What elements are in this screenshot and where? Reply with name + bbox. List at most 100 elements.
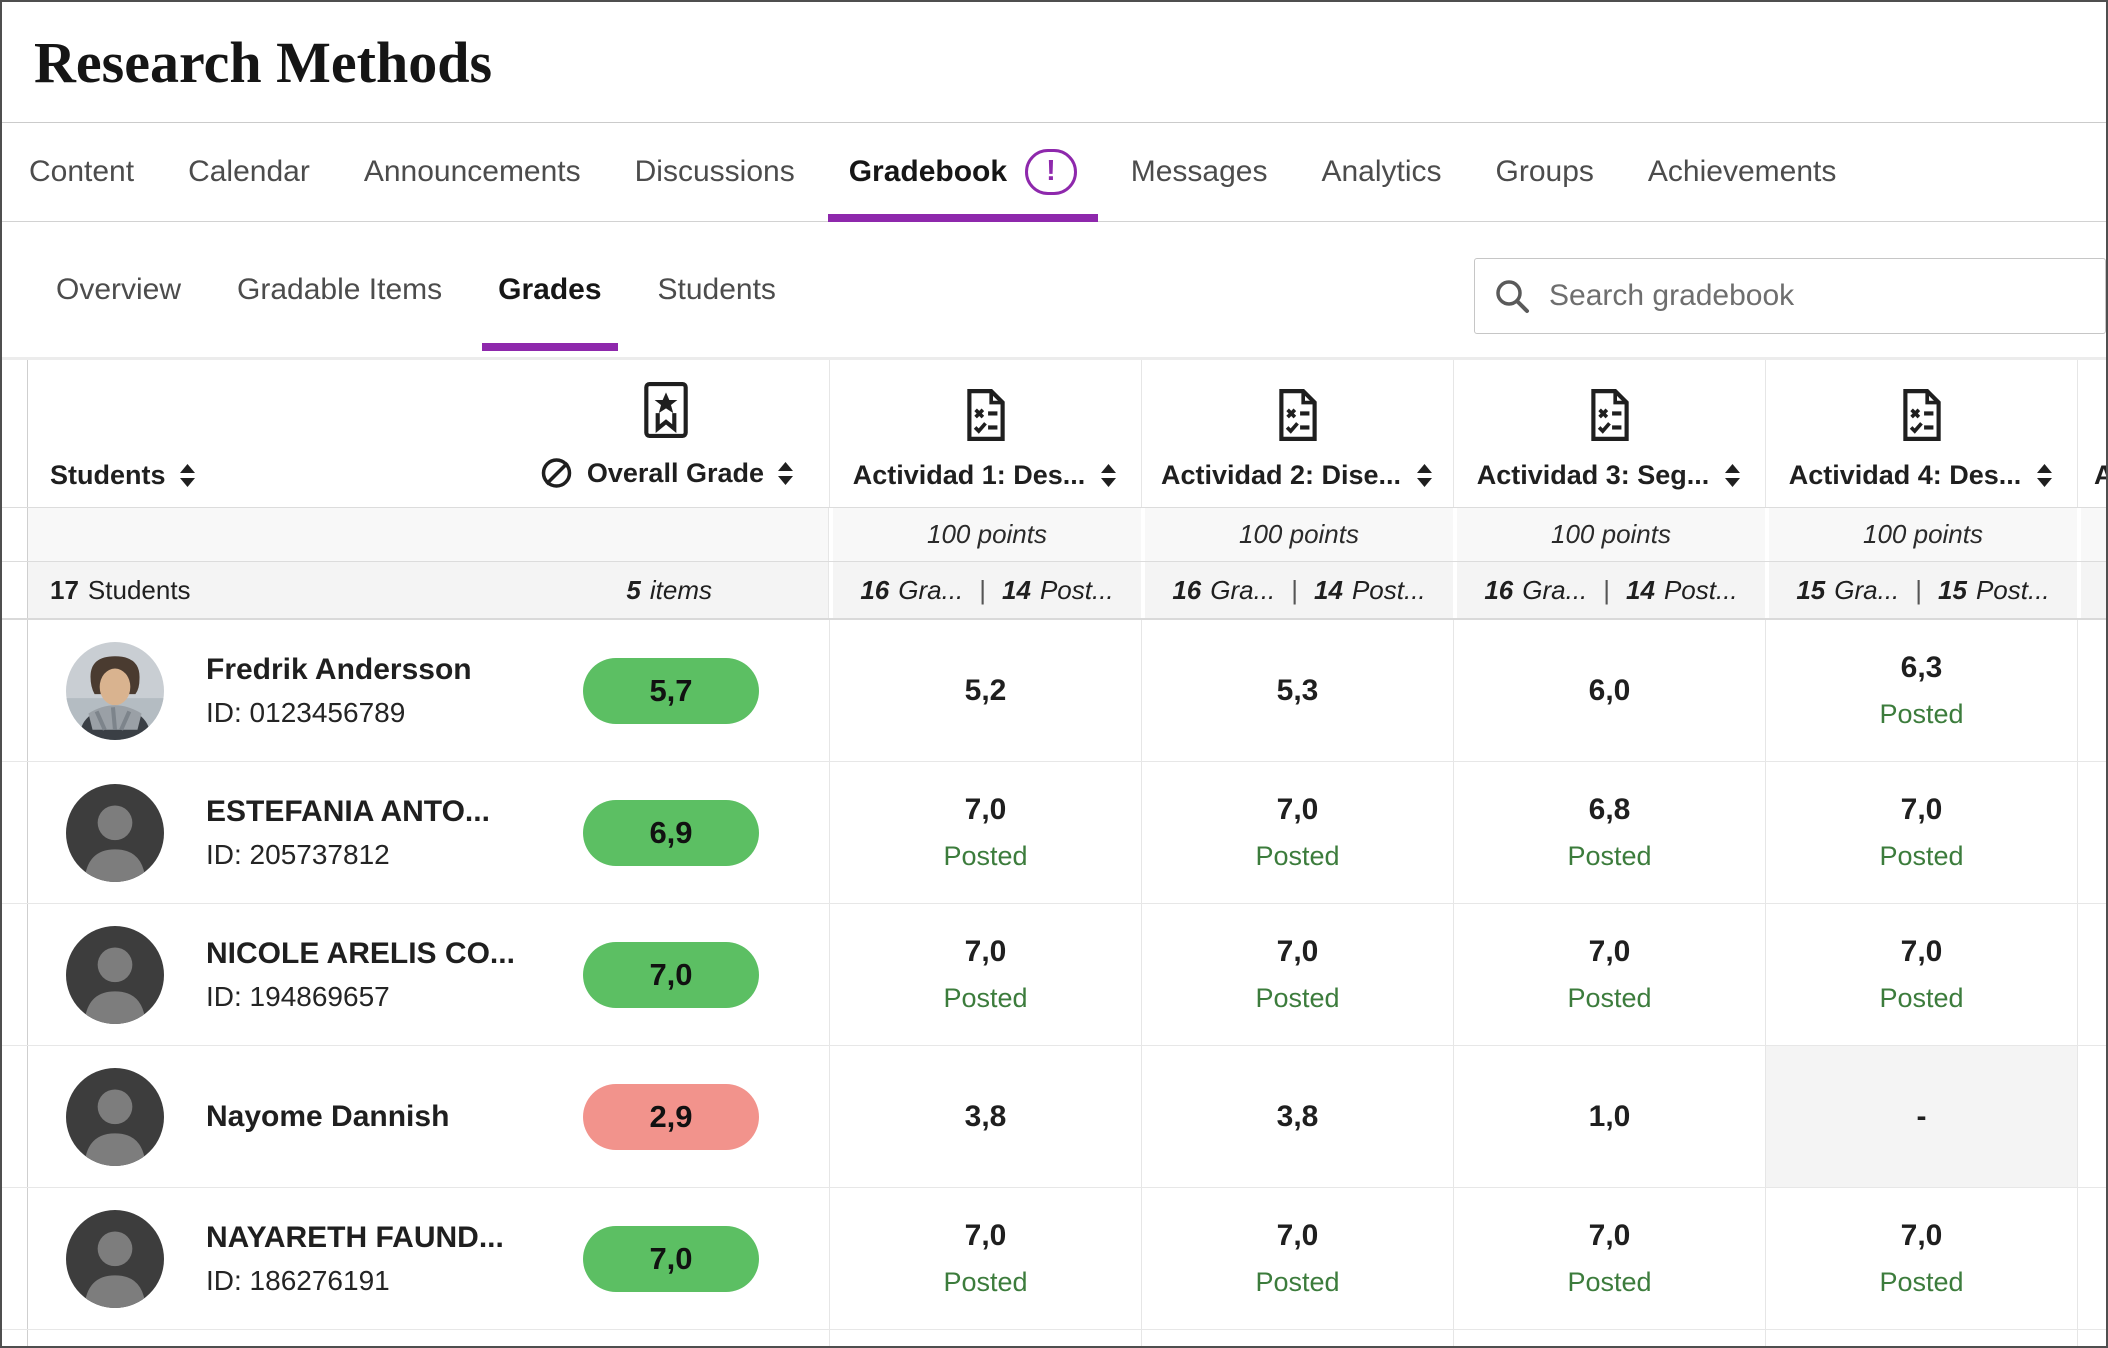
grade-cell[interactable]: 7,0 Posted (829, 904, 1141, 1045)
grade-value: 7,0 (1276, 793, 1319, 826)
tab-calendar[interactable]: Calendar (161, 123, 337, 221)
column-header-actividad-3[interactable]: Actividad 3: Seg... (1453, 360, 1765, 507)
student-row: NICOLE ARELIS CO... ID: 194869657 7,0 7,… (2, 904, 2106, 1046)
grade-cell[interactable]: 3,8 (1141, 1046, 1453, 1187)
subtab-label: Students (657, 272, 776, 306)
page-title: Research Methods (34, 29, 493, 95)
grade-cell[interactable]: 7,0 Posted (1765, 762, 2077, 903)
student-row: Nayome Dannish 2,9 3,8 3,8 1,0 - (2, 1046, 2106, 1188)
overflow-cell (2077, 904, 2106, 1045)
sort-icon[interactable] (1415, 462, 1434, 489)
subtab-gradable-items[interactable]: Gradable Items (209, 222, 470, 357)
student-cell[interactable]: ESTEFANIA ANTO... ID: 205737812 6,9 (28, 762, 829, 903)
grade-value: 7,0 (1276, 935, 1319, 968)
grade-value: 1,0 (1588, 1099, 1631, 1133)
grade-cell[interactable]: 7,0 Posted (1141, 1188, 1453, 1329)
grading-status-cell: 16 Gra... | 14 Post... (1141, 562, 1453, 618)
sort-icon[interactable] (1723, 462, 1742, 489)
overall-grade-column-header[interactable]: Overall Grade (538, 381, 795, 491)
grade-cell[interactable]: 7,0 Posted (1453, 904, 1765, 1045)
grade-posted-label: Posted (1567, 841, 1652, 871)
points-cell: 100 points (829, 508, 1141, 561)
column-header-overflow[interactable]: A (2077, 360, 2106, 507)
search-input[interactable] (1549, 279, 2087, 313)
student-cell[interactable]: NAYARETH FAUND... ID: 186276191 7,0 (28, 1188, 829, 1329)
overall-grade-pill[interactable]: 2,9 (583, 1083, 759, 1150)
tab-groups[interactable]: Groups (1469, 123, 1621, 221)
sort-icon[interactable] (178, 462, 197, 489)
student-cell[interactable]: Fredrik Andersson ID: 0123456789 5,7 (28, 620, 829, 761)
student-cell[interactable]: NICOLE ARELIS CO... ID: 194869657 7,0 (28, 904, 829, 1045)
tab-label: Messages (1130, 155, 1268, 188)
points-panel-cell (28, 508, 829, 561)
grade-value: 7,0 (1900, 935, 1943, 968)
overall-grade-pill[interactable]: 7,0 (583, 941, 759, 1008)
column-header-actividad-2[interactable]: Actividad 2: Dise... (1141, 360, 1453, 507)
points-label: 100 points (1551, 519, 1671, 549)
points-label: 100 points (927, 519, 1047, 549)
tab-analytics[interactable]: Analytics (1294, 123, 1468, 221)
subtab-overview[interactable]: Overview (28, 222, 209, 357)
grade-cell[interactable]: 1,0 (1453, 1046, 1765, 1187)
grade-posted-label: Posted (1879, 841, 1964, 871)
grade-cell[interactable]: 5,3 (1141, 620, 1453, 761)
grade-cell-empty[interactable]: - (1765, 1046, 2077, 1187)
points-label: 100 points (1239, 519, 1359, 549)
grade-cell[interactable]: 7,0 Posted (1453, 1188, 1765, 1329)
assessment-icon (1902, 389, 1941, 441)
grade-cell[interactable]: 6,3 Posted (1765, 620, 2077, 761)
points-cell: 100 points (1141, 508, 1453, 561)
students-column-header[interactable]: Students (50, 460, 197, 491)
overall-grade-pill[interactable]: 6,9 (583, 799, 759, 866)
grade-cell[interactable]: 5,2 (829, 620, 1141, 761)
grade-cell[interactable]: 7,0 Posted (829, 762, 1141, 903)
column-label: Actividad 1: Des... (852, 460, 1086, 490)
sort-icon[interactable] (1099, 462, 1118, 489)
award-icon (644, 382, 689, 438)
grade-cell (1453, 1330, 1765, 1346)
search-icon (1496, 280, 1529, 313)
grade-posted-label: Posted (1567, 1267, 1652, 1297)
overall-grade-header-label: Overall Grade (586, 457, 764, 488)
table-gutter (2, 620, 28, 761)
sort-icon[interactable] (2035, 462, 2054, 489)
column-header-actividad-1[interactable]: Actividad 1: Des... (829, 360, 1141, 507)
grade-cell (1765, 1330, 2077, 1346)
sort-icon[interactable] (776, 460, 795, 487)
tab-messages[interactable]: Messages (1104, 123, 1295, 221)
subtab-grades[interactable]: Grades (470, 222, 629, 357)
student-cell[interactable]: Nayome Dannish 2,9 (28, 1046, 829, 1187)
grade-cell[interactable]: 6,0 (1453, 620, 1765, 761)
course-title-bar: Research Methods (2, 2, 2106, 123)
tab-label: Analytics (1321, 155, 1442, 188)
grade-cell[interactable]: 7,0 Posted (1141, 762, 1453, 903)
hidden-from-students-icon (541, 458, 572, 488)
grade-cell[interactable]: 7,0 Posted (1141, 904, 1453, 1045)
grade-cell[interactable]: 6,8 Posted (1453, 762, 1765, 903)
grade-posted-label: Posted (1255, 1267, 1340, 1297)
grade-posted-label: Posted (943, 1267, 1028, 1297)
grade-cell[interactable]: 7,0 Posted (829, 1188, 1141, 1329)
grade-cell[interactable]: 7,0 Posted (1765, 1188, 2077, 1329)
grade-cell[interactable]: 3,8 (829, 1046, 1141, 1187)
tab-content[interactable]: Content (2, 123, 161, 221)
points-cell (2077, 508, 2106, 561)
grade-cell (829, 1330, 1141, 1346)
grade-cell[interactable]: 7,0 Posted (1765, 904, 2077, 1045)
tab-gradebook[interactable]: Gradebook ! (822, 123, 1104, 222)
student-name: Fredrik Andersson (206, 652, 472, 686)
student-row-partial (2, 1330, 2106, 1346)
points-label: 100 points (1863, 519, 1983, 549)
overflow-cell (2077, 1330, 2106, 1346)
tab-achievements[interactable]: Achievements (1621, 123, 1863, 221)
column-label: A (2094, 460, 2106, 491)
subtab-students[interactable]: Students (630, 222, 804, 357)
avatar (66, 1209, 164, 1308)
assessment-icon (1590, 389, 1629, 441)
tab-announcements[interactable]: Announcements (337, 123, 608, 221)
column-header-actividad-4[interactable]: Actividad 4: Des... (1765, 360, 2077, 507)
overall-grade-pill[interactable]: 5,7 (583, 657, 759, 724)
tab-discussions[interactable]: Discussions (608, 123, 822, 221)
gradebook-search[interactable] (1474, 258, 2106, 334)
overall-grade-pill[interactable]: 7,0 (583, 1225, 759, 1292)
